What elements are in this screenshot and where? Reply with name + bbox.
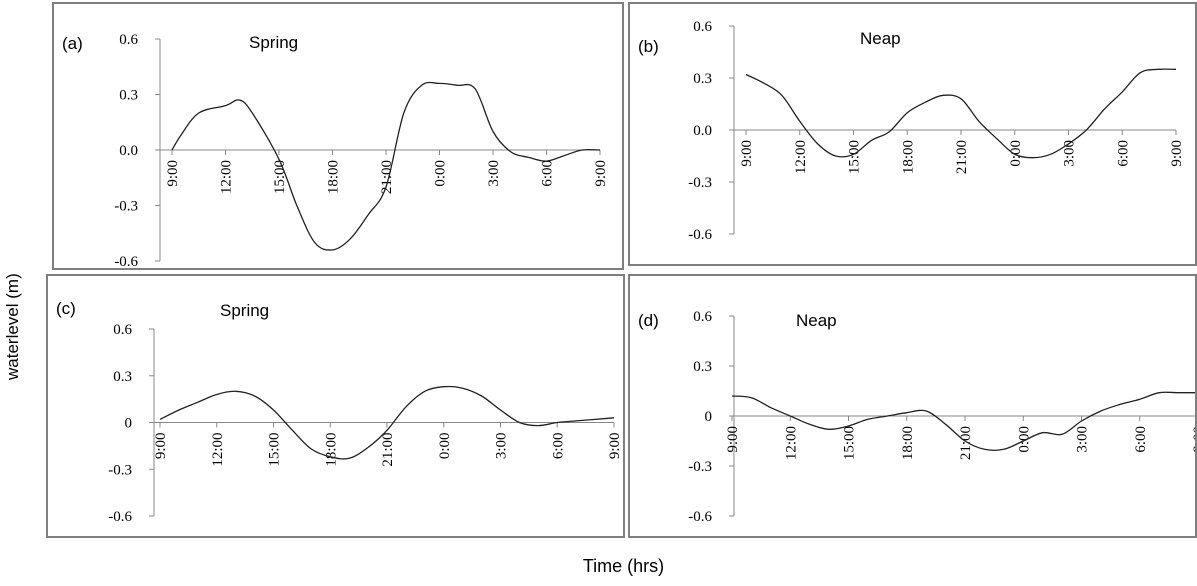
panel-label: (b) [638,37,659,56]
panel-c-frame: 0.6 0.3 0 -0.3 -0.6 9:00 12:00 15:00 18:00 21:00 0… [46,274,625,538]
panel-title: Spring [220,301,269,320]
x-tick-label: 9:00 [607,433,623,460]
y-tick-label: 0 [705,409,713,425]
y-tick-label: -0.6 [688,509,712,525]
y-tick-label: -0.6 [114,254,138,268]
x-tick-label: 0:00 [437,433,453,460]
x-tick-label: 0:00 [1008,140,1024,167]
y-tick-label: -0.3 [688,175,712,191]
x-tick-label: 3:00 [494,433,510,460]
x-tick-label: 15:00 [847,140,863,174]
y-tick-label: -0.3 [688,459,712,475]
y-tick-label: 0.3 [693,359,712,375]
y-tick-label: 0.0 [119,143,138,159]
y-tick-label: 0.3 [119,88,138,104]
x-tick-label: 6:00 [1133,426,1149,453]
y-tick-label: -0.6 [108,509,132,525]
panel-label: (d) [638,311,659,330]
x-tick-label: 9:00 [725,426,741,453]
x-tick-label: 15:00 [267,433,283,467]
x-tick-label: 9:00 [593,160,609,187]
figure-y-axis-label: waterlevel (m) [3,273,22,380]
panel-title: Neap [796,311,837,330]
y-tick-label: 0.6 [693,19,712,35]
panel-d-chart: 0.6 0.3 0 -0.3 -0.6 9:00 12:00 15:00 18:00 21:00 0… [638,309,1195,525]
y-tick-label: 0.0 [693,123,712,139]
series-line [731,391,1195,451]
y-tick-label: 0.6 [119,32,138,48]
y-tick-label: 0.3 [113,369,132,385]
x-tick-label: 18:00 [326,160,342,194]
x-tick-label: 18:00 [900,426,916,460]
panel-d-frame: 0.6 0.3 0 -0.3 -0.6 9:00 12:00 15:00 18:00 21:00 0… [628,274,1197,538]
x-tick-label: 21:00 [380,433,396,467]
figure-x-axis-label: Time (hrs) [582,556,665,576]
y-tick-label: 0.6 [693,309,712,325]
x-tick-label: 21:00 [954,140,970,174]
series-line [171,81,601,251]
x-tick-label: 9:00 [1191,426,1195,453]
x-tick-label: 18:00 [900,140,916,174]
y-tick-label: 0.3 [693,71,712,87]
x-tick-label: 18:00 [323,433,339,467]
x-tick-label: 9:00 [739,140,755,167]
x-tick-label: 21:00 [958,426,974,460]
x-tick-label: 12:00 [783,426,799,460]
series-line [159,385,615,460]
x-tick-label: 9:00 [1169,140,1185,167]
panel-c-chart: 0.6 0.3 0 -0.3 -0.6 9:00 12:00 15:00 18:00 21:00 0… [56,299,623,525]
x-tick-label: 0:00 [1016,426,1032,453]
series-line [745,68,1177,159]
x-tick-label: 6:00 [540,160,556,187]
panel-title: Spring [249,33,298,52]
x-tick-label: 0:00 [433,160,449,187]
y-tick-label: -0.6 [688,227,712,243]
y-tick-label: -0.3 [108,462,132,478]
x-tick-label: 3:00 [486,160,502,187]
y-tick-label: -0.3 [114,199,138,215]
y-tick-label: 0 [125,416,133,432]
x-tick-label: 15:00 [842,426,858,460]
panel-a-frame: 0.6 0.3 0.0 -0.3 -0.6 9:00 12:00 15:00 18:00 21:0… [52,2,624,270]
panel-label: (a) [62,34,83,53]
x-tick-label: 21:00 [379,160,395,194]
panel-a-chart: 0.6 0.3 0.0 -0.3 -0.6 9:00 12:00 15:00 18:00 21:0… [62,32,609,268]
x-tick-label: 3:00 [1075,426,1091,453]
y-tick-label: 0.6 [113,322,132,338]
panel-title: Neap [860,29,901,48]
x-tick-label: 6:00 [1115,140,1131,167]
x-tick-label: 9:00 [165,160,181,187]
panel-label: (c) [56,299,76,318]
panel-b-frame: 0.6 0.3 0.0 -0.3 -0.6 9:00 12:00 15:00 18:00 21:0… [628,2,1197,266]
x-tick-label: 6:00 [550,433,566,460]
x-tick-label: 9:00 [153,433,169,460]
x-tick-label: 12:00 [793,140,809,174]
x-tick-label: 12:00 [219,160,235,194]
panel-b-chart: 0.6 0.3 0.0 -0.3 -0.6 9:00 12:00 15:00 18:00 21:0… [638,19,1185,243]
x-tick-label: 15:00 [272,160,288,194]
x-tick-label: 12:00 [210,433,226,467]
